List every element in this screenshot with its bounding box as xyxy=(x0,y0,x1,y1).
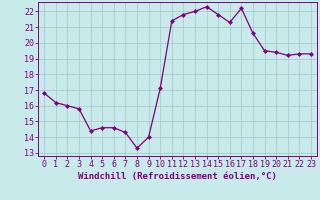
X-axis label: Windchill (Refroidissement éolien,°C): Windchill (Refroidissement éolien,°C) xyxy=(78,172,277,181)
